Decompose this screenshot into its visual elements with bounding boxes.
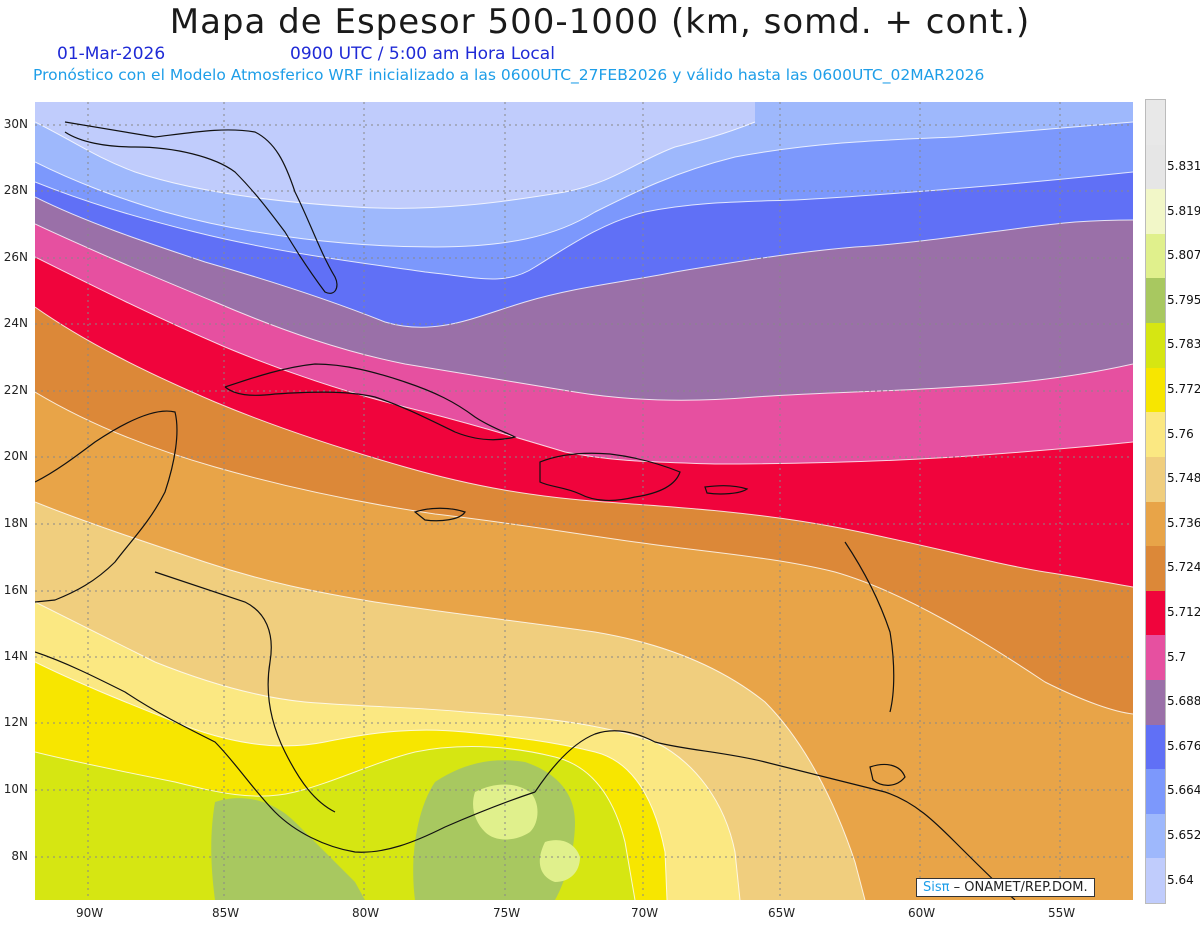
colorbar-label: 5.807 [1167, 248, 1200, 263]
colorbar-label: 5.76 [1167, 426, 1194, 441]
lat-label: 8N [11, 849, 28, 863]
colorbar-label: 5.736 [1167, 515, 1200, 530]
lon-label: 90W [76, 906, 104, 920]
valid-date: 01-Mar-2026 [57, 44, 166, 64]
lat-label: 26N [3, 250, 28, 264]
colorbar-label: 5.795 [1167, 292, 1200, 307]
lon-label: 65W [768, 906, 796, 920]
colorbar-label: 5.712 [1167, 605, 1200, 620]
lat-label: 12N [3, 715, 28, 729]
colorbar-segment [1146, 724, 1165, 770]
trinidad-coast [869, 763, 906, 786]
lat-label: 14N [3, 649, 28, 663]
cuba-coast [224, 363, 517, 441]
colorbar-segment [1146, 635, 1165, 681]
hispaniola-coast [539, 452, 681, 501]
thickness-map-svg [35, 102, 1133, 900]
colorbar-label: 5.748 [1167, 471, 1200, 486]
colorbar-segment [1146, 323, 1165, 369]
colorbar-segment [1146, 590, 1165, 636]
lat-label: 16N [3, 583, 28, 597]
florida-coast [64, 121, 338, 294]
colorbar-segment [1146, 100, 1165, 146]
forecast-subtitle: Pronóstico con el Modelo Atmosferico WRF… [33, 66, 985, 84]
colorbar-label: 5.772 [1167, 381, 1200, 396]
lat-label: 20N [3, 449, 28, 463]
colorbar-segment [1146, 456, 1165, 502]
central-america-coast [35, 651, 536, 853]
thickness-map [35, 102, 1133, 900]
colorbar-label: 5.831 [1167, 158, 1200, 173]
lat-label: 22N [3, 383, 28, 397]
thickness-contours [35, 121, 1133, 900]
colorbar-segment [1146, 546, 1165, 592]
lat-lon-grid [35, 102, 1133, 900]
colorbar-label: 5.652 [1167, 828, 1200, 843]
colorbar-label: 5.676 [1167, 738, 1200, 753]
lon-label: 60W [908, 906, 936, 920]
lesser-antilles-chain [844, 541, 895, 713]
credit-logo: Sisπ [923, 880, 950, 895]
colorbar-label: 5.688 [1167, 694, 1200, 709]
jamaica-coast [413, 507, 466, 522]
colorbar-label: 5.7 [1167, 649, 1187, 664]
colorbar-segment [1146, 278, 1165, 324]
south-america-coast [534, 730, 1016, 900]
colorbar-segment [1146, 233, 1165, 279]
colorbar-segment [1146, 679, 1165, 726]
lat-label: 18N [3, 516, 28, 530]
lat-label: 28N [3, 183, 28, 197]
coastlines [35, 121, 1016, 900]
colorbar-label: 5.724 [1167, 560, 1200, 575]
colorbar-segment [1146, 858, 1165, 904]
valid-time: 0900 UTC / 5:00 am Hora Local [290, 44, 555, 64]
colorbar-label: 5.819 [1167, 203, 1200, 218]
lon-label: 70W [631, 906, 659, 920]
puerto-rico-coast [704, 485, 749, 495]
colorbar-segment [1146, 189, 1165, 235]
credit-text: – ONAMET/REP.DOM. [949, 880, 1088, 895]
lat-label: 30N [3, 117, 28, 131]
band-5807 [473, 784, 580, 882]
colorbar-label: 5.783 [1167, 337, 1200, 352]
lat-label: 10N [3, 782, 28, 796]
colorbar-label: 5.664 [1167, 783, 1200, 798]
central-america-pacific-coast [154, 571, 336, 813]
lon-label: 75W [493, 906, 521, 920]
colorbar-segment [1146, 501, 1165, 547]
colorbar [1145, 99, 1166, 904]
credit-box: Sisπ – ONAMET/REP.DOM. [916, 878, 1095, 897]
colorbar-segment [1146, 813, 1165, 859]
colorbar-segment [1146, 412, 1165, 458]
colorbar-label: 5.64 [1167, 872, 1194, 887]
yucatan-coast [35, 410, 178, 603]
colorbar-segment [1146, 367, 1165, 413]
lat-label: 24N [3, 316, 28, 330]
lon-label: 80W [352, 906, 380, 920]
lon-label: 55W [1048, 906, 1076, 920]
map-title: Mapa de Espesor 500-1000 (km, somd. + co… [169, 2, 1031, 42]
colorbar-segment [1146, 769, 1165, 815]
lon-label: 85W [212, 906, 240, 920]
colorbar-segment [1146, 144, 1165, 190]
